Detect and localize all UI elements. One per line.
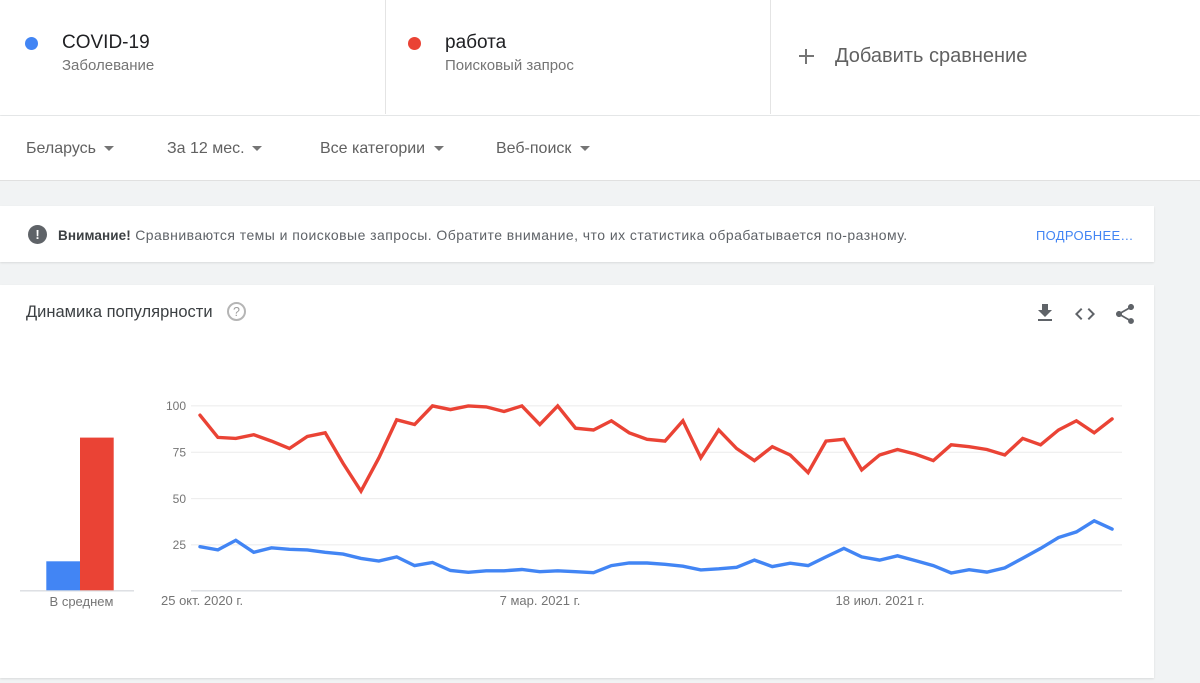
svg-text:50: 50: [173, 492, 187, 506]
svg-text:100: 100: [166, 399, 186, 413]
svg-text:25 окт. 2020 г.: 25 окт. 2020 г.: [161, 593, 243, 608]
svg-text:75: 75: [173, 446, 187, 460]
svg-text:18 июл. 2021 г.: 18 июл. 2021 г.: [836, 593, 925, 608]
svg-text:В среднем: В среднем: [50, 594, 114, 609]
svg-text:7 мар. 2021 г.: 7 мар. 2021 г.: [500, 593, 581, 608]
svg-text:25: 25: [173, 538, 187, 552]
